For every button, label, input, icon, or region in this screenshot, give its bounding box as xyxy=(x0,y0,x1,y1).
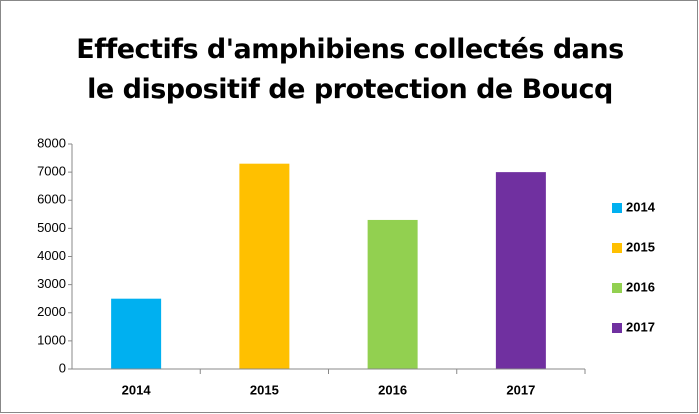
bar xyxy=(367,219,418,369)
x-tick-label: 2016 xyxy=(378,382,407,397)
x-tick-label: 2017 xyxy=(506,382,535,397)
y-tick-label: 0 xyxy=(59,360,66,375)
bar xyxy=(239,163,290,369)
x-tick-label: 2014 xyxy=(122,382,152,397)
y-tick-label: 7000 xyxy=(37,164,66,179)
legend-label: 2017 xyxy=(626,319,655,334)
y-tick-label: 6000 xyxy=(37,192,66,207)
legend-swatch xyxy=(612,203,622,213)
y-tick-label: 3000 xyxy=(37,276,66,291)
x-tick-label: 2015 xyxy=(250,382,279,397)
y-tick-label: 1000 xyxy=(37,332,66,347)
y-tick-label: 8000 xyxy=(37,135,66,150)
legend-swatch xyxy=(612,283,622,293)
bar xyxy=(495,172,546,369)
legend-label: 2015 xyxy=(626,239,655,254)
chart-title: Effectifs d'amphibiens collectés dans le… xyxy=(76,34,624,105)
y-tick-label: 5000 xyxy=(37,220,66,235)
legend-label: 2016 xyxy=(626,279,655,294)
bar xyxy=(111,298,162,369)
legend-label: 2014 xyxy=(626,199,656,214)
legend-swatch xyxy=(612,243,622,253)
legend-swatch xyxy=(612,323,622,333)
y-tick-label: 4000 xyxy=(37,248,66,263)
y-tick-label: 2000 xyxy=(37,304,66,319)
